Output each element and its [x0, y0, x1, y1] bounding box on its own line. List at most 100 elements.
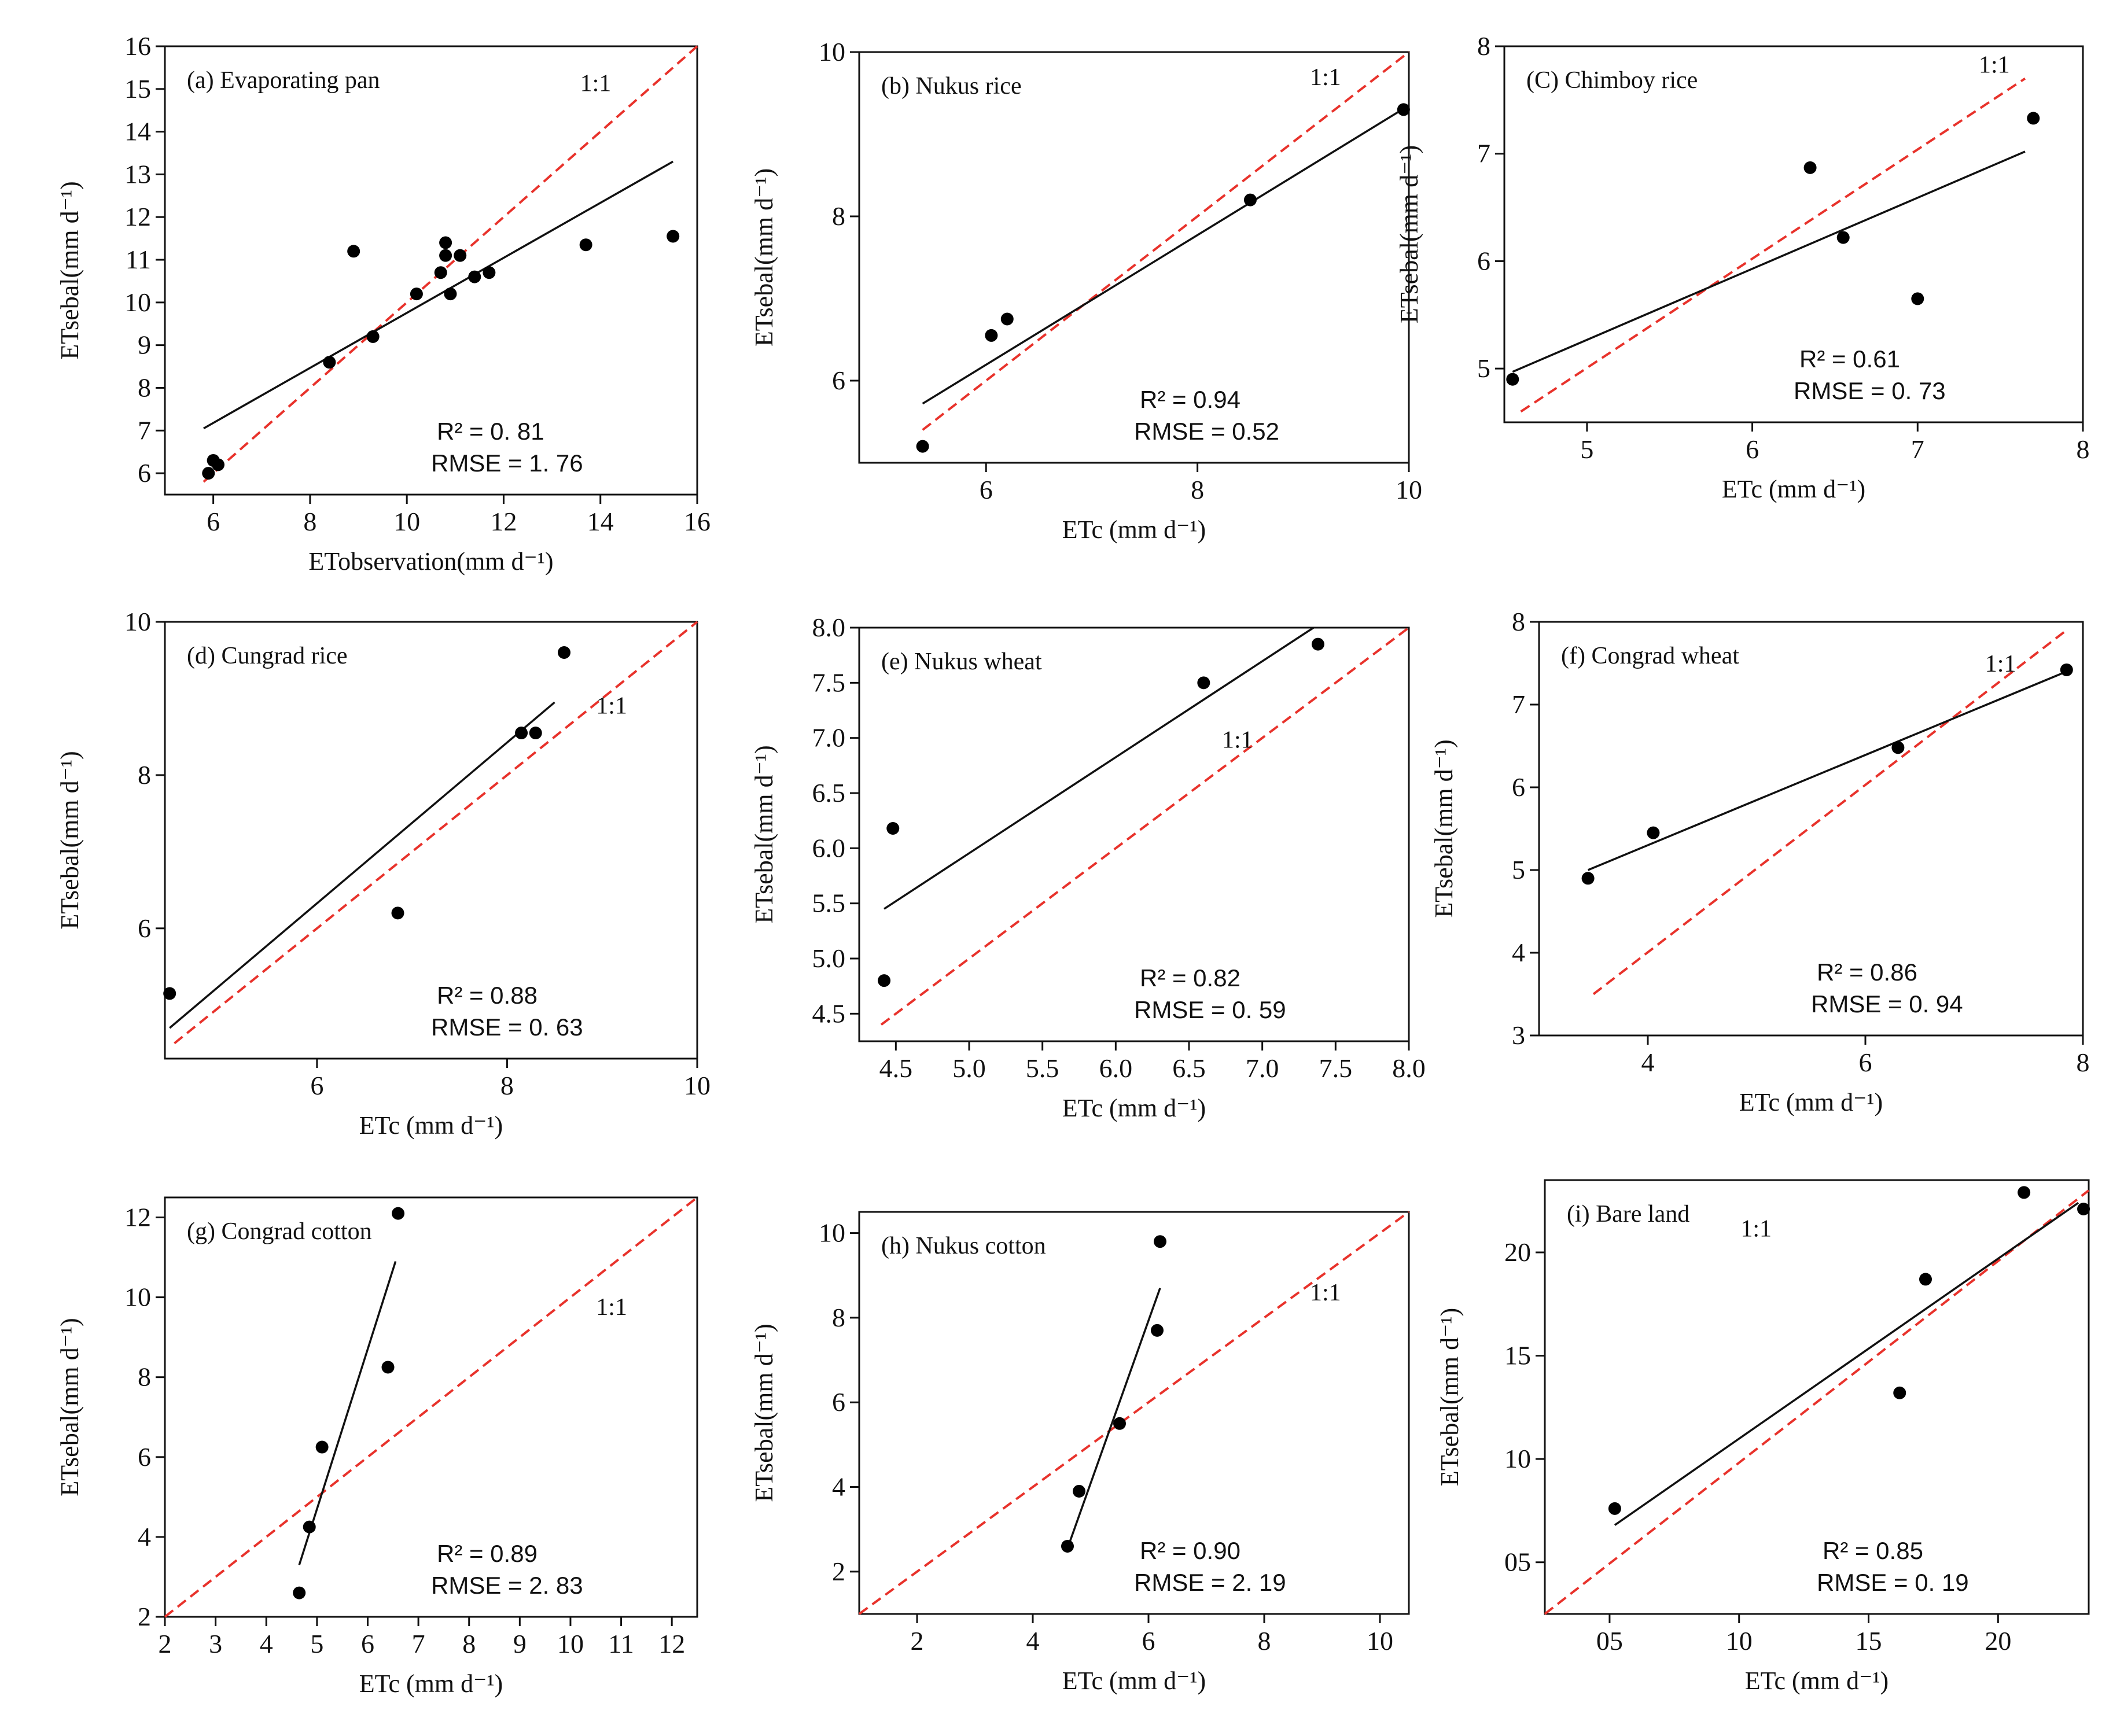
data-point: [454, 249, 467, 262]
data-point: [1919, 1273, 1932, 1286]
y-tick-label: 2: [832, 1557, 845, 1586]
data-point: [483, 266, 496, 279]
y-tick-label: 8: [832, 201, 845, 231]
r-squared-label: R² = 0.94: [1140, 386, 1240, 413]
r-squared-label: R² = 0.90: [1140, 1537, 1240, 1564]
y-tick-label: 6.5: [812, 778, 846, 808]
data-point: [985, 329, 998, 342]
one-to-one-line: [1520, 78, 2026, 413]
x-tick-label: 8: [500, 1071, 514, 1100]
one-to-one-line: [164, 1196, 698, 1618]
r-squared-label: R² = 0.89: [437, 1540, 538, 1567]
y-tick-label: 8: [1477, 31, 1490, 61]
data-point: [1073, 1484, 1085, 1498]
x-tick-label: 8: [462, 1629, 476, 1658]
one-to-one-line: [174, 621, 698, 1045]
x-tick-label: 3: [209, 1629, 222, 1658]
data-point: [392, 1207, 405, 1220]
x-axis-title: ETc (mm d⁻¹): [1062, 515, 1206, 544]
panel-title: (g) Congrad cotton: [187, 1218, 372, 1245]
data-point: [2027, 112, 2040, 125]
x-tick-label: 6: [1142, 1626, 1155, 1656]
data-point: [202, 467, 215, 480]
data-point: [381, 1361, 395, 1374]
y-tick-label: 3: [1512, 1020, 1525, 1050]
data-point: [1911, 292, 1924, 305]
data-point: [347, 245, 360, 258]
plot-frame: [1538, 621, 2084, 1037]
data-point: [439, 249, 452, 262]
y-tick-label: 4.5: [812, 998, 846, 1028]
data-point: [391, 906, 404, 920]
plot-frame: [164, 1196, 698, 1618]
data-point: [1891, 741, 1905, 754]
y-tick-label: 10: [1504, 1444, 1531, 1473]
x-tick-label: 7.0: [1246, 1053, 1279, 1083]
y-tick-label: 6.0: [812, 833, 846, 863]
y-tick-label: 6: [138, 458, 151, 488]
one-to-one-line: [1544, 1189, 2090, 1615]
x-tick-label: 10: [684, 1071, 711, 1100]
data-point: [439, 236, 452, 249]
x-tick-label: 10: [1396, 475, 1422, 504]
fit-line: [1512, 150, 2026, 373]
data-point: [2077, 1203, 2090, 1215]
data-point: [667, 230, 680, 243]
panel-e: 4.5 5.0 5.5 6.0 6.5 7.0 7.5 8.0 4.5 5.0 5.5 6.0 6.5 7…: [750, 613, 1426, 1122]
y-tick-label: 4: [1512, 938, 1525, 967]
data-point: [1154, 1235, 1166, 1248]
rmse-label: RMSE = 0. 59: [1134, 996, 1286, 1023]
fit-line: [1614, 1201, 2079, 1526]
y-axis-title: ETsebal(mm d⁻¹): [1430, 739, 1458, 917]
data-point: [323, 356, 336, 369]
data-point: [916, 440, 929, 453]
one-to-one-line: [922, 51, 1410, 431]
data-point: [1061, 1539, 1074, 1553]
data-point: [1803, 161, 1817, 174]
y-tick-label: 4: [138, 1522, 151, 1551]
y-axis-title: ETsebal(mm d⁻¹): [56, 751, 84, 929]
y-tick-label: 8.0: [812, 613, 846, 642]
data-point: [886, 822, 900, 835]
y-axis-title: ETsebal(mm d⁻¹): [750, 745, 778, 923]
x-tick-label: 6: [310, 1071, 323, 1100]
y-tick-label: 14: [124, 117, 151, 146]
y-tick-label: 2: [138, 1602, 151, 1631]
x-tick-label: 2: [159, 1629, 172, 1658]
y-axis-title: ETsebal(mm d⁻¹): [750, 168, 778, 347]
data-point: [1893, 1386, 1906, 1399]
panel-g: 2 3 4 5 6 7 8 9 10 11 12 2 4 6 8 10 12 ETc (mm d⁻¹) ETseba…: [56, 1196, 698, 1698]
one-to-one-label: 1:1: [596, 1294, 627, 1321]
panel-a: 6 8 10 12 14 16 6 7 8 9 10 11 12 13 14 15 16 ETobservatio…: [56, 31, 711, 576]
y-tick-label: 7: [1477, 139, 1490, 168]
y-tick-label: 5: [1477, 353, 1490, 383]
y-axis-title: ETsebal(mm d⁻¹): [56, 1318, 84, 1496]
data-point: [529, 727, 542, 740]
x-tick-label: 6: [980, 475, 993, 504]
x-tick-label: 6.0: [1099, 1053, 1133, 1083]
x-tick-label: 12: [658, 1629, 685, 1658]
x-tick-label: 10: [393, 507, 420, 536]
plot-frame: [164, 621, 698, 1060]
y-tick-label: 7.0: [812, 723, 846, 753]
panel-title: (e) Nukus wheat: [881, 648, 1042, 675]
one-to-one-label: 1:1: [1310, 64, 1341, 91]
x-tick-label: 8: [2077, 434, 2090, 464]
y-tick-label: 10: [124, 607, 151, 636]
y-tick-label: 5.0: [812, 943, 846, 973]
y-axis-title: ETsebal(mm d⁻¹): [1395, 145, 1423, 323]
x-tick-label: 16: [684, 507, 711, 536]
one-to-one-line: [880, 626, 1410, 1026]
data-point: [293, 1586, 306, 1599]
x-tick-label: 4: [1641, 1048, 1655, 1077]
panel-title: (h) Nukus cotton: [881, 1233, 1046, 1259]
panel-h: 2 4 6 8 10 2 4 6 8 10 ETc (mm d⁻¹) ETsebal(mm d⁻¹) (…: [750, 1211, 1410, 1695]
panel-title: (i) Bare land: [1567, 1201, 1689, 1228]
data-point: [1113, 1417, 1126, 1430]
x-tick-label: 5.0: [952, 1053, 986, 1083]
data-point: [1397, 103, 1410, 116]
x-tick-label: 6: [361, 1629, 374, 1658]
plot-frame: [858, 51, 1410, 464]
one-to-one-label: 1:1: [580, 71, 612, 97]
data-point: [878, 974, 891, 987]
